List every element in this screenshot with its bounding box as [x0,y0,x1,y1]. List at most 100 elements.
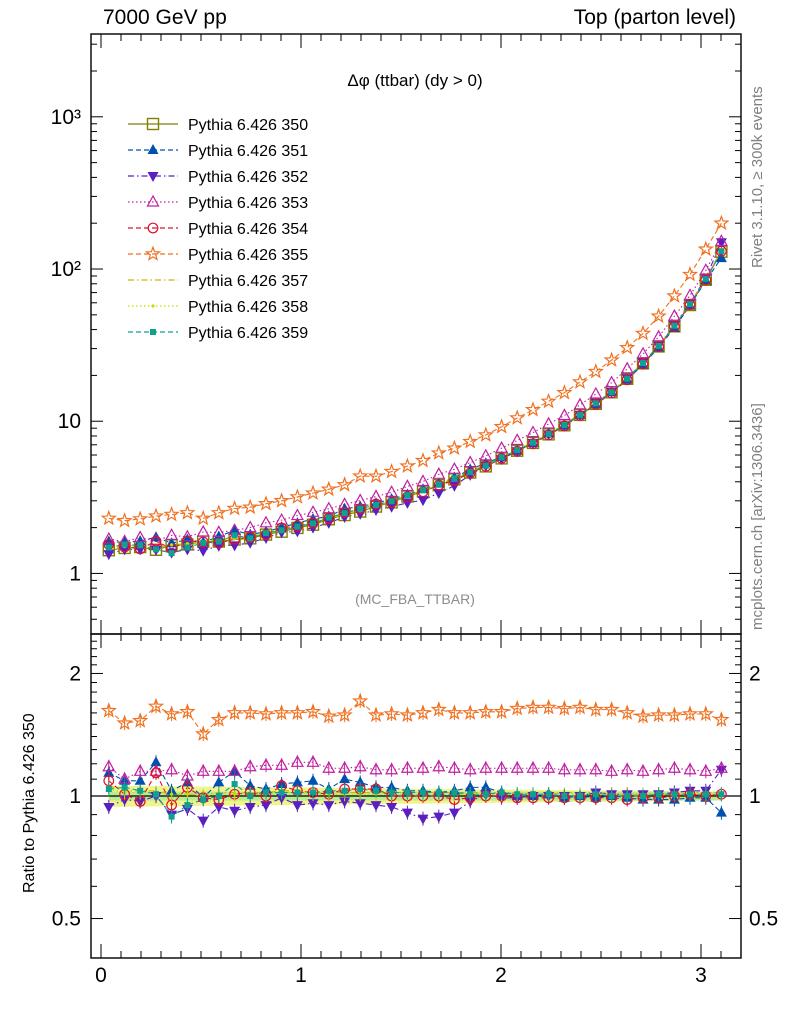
main-data-point [210,504,227,520]
main-data-point [559,420,570,432]
ratio-y-tick-label-right: 0.5 [749,908,778,931]
ratio-data-point [353,759,367,772]
ratio-data-point [655,791,662,798]
ratio-data-point [226,704,243,720]
ratio-data-point [147,697,165,714]
main-data-point [671,322,678,329]
main-data-point [510,433,524,446]
main-data-point [212,525,226,538]
ratio-y-tick-label-right: 1 [749,785,761,808]
main-data-point [195,509,212,526]
main-data-point [542,416,556,429]
main-data-point [200,539,207,546]
ratio-data-point [306,755,320,767]
ratio-data-point [557,762,571,775]
main-data-point [341,510,348,517]
main-data-point [323,518,335,529]
legend-entry-label: Pythia 6.426 357 [188,273,308,290]
main-data-point [133,530,147,543]
main-data-point [369,489,383,502]
legend-entry-label: Pythia 6.426 359 [188,325,308,342]
ratio-data-point [228,764,242,776]
ratio-data-point [102,759,116,772]
ratio-data-point [388,789,395,796]
ratio-data-point [244,779,256,790]
ratio-data-point [257,705,275,721]
main-data-point [608,389,615,396]
ratio-data-point [103,802,115,813]
ratio-data-point [168,813,175,820]
main-data-point [700,274,712,286]
main-data-point [325,514,332,521]
main-data-point [165,528,179,540]
ratio-data-point [467,791,474,798]
ratio-y-tick-label-left: 1 [69,785,81,808]
main-data-point [477,426,494,442]
main-data-point [430,444,447,460]
ratio-data-point [545,791,552,798]
ratio-data-point [479,760,493,773]
main-y-tick-label: 10 [58,410,81,433]
ratio-data-point [323,801,335,812]
main-data-point [226,499,243,516]
main-data-point [605,375,619,388]
main-data-point [243,520,257,533]
main-data-point [681,265,699,282]
main-data-point [100,509,117,526]
ratio-data-point [215,793,222,799]
main-data-point [247,535,254,542]
main-data-point [636,346,650,359]
ratio-series-line [108,700,722,735]
ratio-data-point [307,774,319,785]
x-tick-label: 2 [495,964,507,987]
main-data-point [103,550,115,561]
main-data-point [196,524,210,537]
ratio-data-point [687,791,693,798]
main-series-line [108,250,722,550]
ratio-data-point [667,760,681,773]
ratio-data-point [150,767,162,779]
ratio-data-point [339,797,351,808]
main-data-point [530,439,536,446]
x-tick-label: 0 [95,964,107,987]
ratio-data-point [671,791,678,798]
main-data-point [619,339,636,355]
main-data-point [480,460,492,472]
main-data-point [573,397,587,410]
ratio-data-point [369,762,383,775]
ratio-data-point [304,703,322,719]
ratio-data-point [433,812,445,823]
main-data-point [304,484,322,501]
legend-swatch-marker [147,144,159,154]
ratio-data-point [446,704,463,720]
main-data-point [462,433,479,449]
ratio-data-point [498,789,505,796]
ratio-data-point [400,760,414,773]
main-data-point [153,546,159,553]
ratio-data-point [430,700,447,717]
legend-swatch-marker [146,117,160,131]
main-data-point [399,457,416,474]
ratio-data-point [121,784,128,791]
main-data-point [697,240,714,257]
main-data-point [229,524,241,535]
main-data-point [435,481,442,488]
main-data-point [257,495,275,511]
main-data-point [590,398,602,410]
ratio-data-point [233,792,237,796]
main-data-point [716,245,727,257]
ratio-data-point [650,706,667,723]
ratio-data-point [170,792,174,796]
main-data-point [714,234,728,246]
main-data-point [294,523,301,530]
main-data-point [170,543,174,547]
main-data-point [637,358,649,370]
ratio-data-point [200,796,207,803]
ratio-data-point [482,791,489,798]
ratio-data-point [179,703,196,719]
ratio-data-point [320,707,337,724]
main-data-point [273,492,290,508]
ratio-data-point [619,704,636,720]
ratio-data-point [336,706,353,723]
main-data-point [620,361,634,374]
